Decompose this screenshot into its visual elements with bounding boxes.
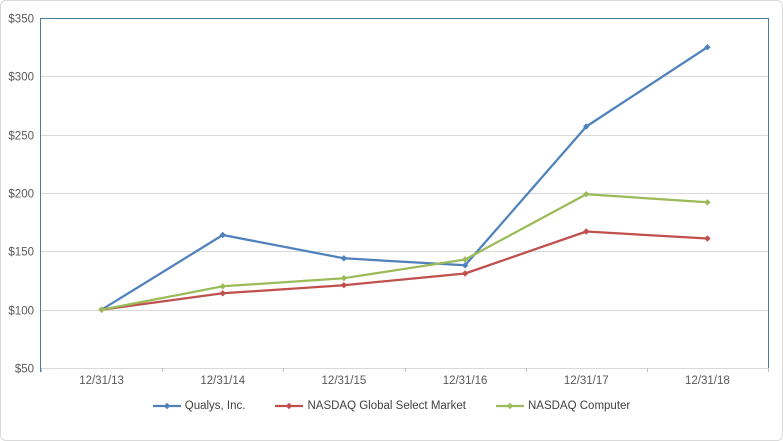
data-point-marker [219, 283, 226, 290]
data-point-marker [219, 290, 226, 297]
y-axis-tick-label: $250 [8, 131, 34, 143]
series-1 [98, 228, 711, 313]
data-point-marker [583, 190, 590, 198]
data-point-marker [340, 255, 348, 262]
data-point-marker [704, 235, 711, 242]
data-point-marker [704, 43, 711, 51]
y-axis-tick-label: $350 [8, 14, 34, 26]
data-point-marker [340, 274, 348, 282]
x-axis-tick-label: 12/31/17 [564, 375, 609, 387]
y-axis-tick-label: $150 [8, 247, 34, 259]
data-point-marker [461, 256, 469, 263]
data-point-marker [340, 281, 348, 289]
series-0 [98, 43, 711, 313]
data-point-marker [461, 270, 469, 277]
y-axis-tick-label: $300 [8, 72, 34, 84]
x-axis-tick-label: 12/31/14 [200, 375, 245, 387]
series-2 [98, 190, 711, 313]
series-line [100, 46, 709, 311]
data-point-marker [461, 262, 469, 269]
data-point-marker [704, 199, 711, 206]
y-axis-tick-label: $50 [15, 364, 34, 376]
x-axis-tick-label: 12/31/18 [685, 375, 730, 387]
x-axis-tick-label: 12/31/13 [79, 375, 124, 387]
y-axis-tick-label: $100 [8, 306, 34, 318]
x-axis-tick-label: 12/31/15 [322, 375, 367, 387]
data-point-marker [583, 228, 590, 235]
series-line [100, 193, 709, 311]
y-axis-tick-label: $200 [8, 189, 34, 201]
data-point-marker [98, 306, 105, 313]
series-line [100, 230, 709, 311]
data-point-marker [583, 123, 590, 130]
data-point-marker [219, 231, 226, 239]
x-axis-tick-label: 12/31/16 [443, 375, 488, 387]
